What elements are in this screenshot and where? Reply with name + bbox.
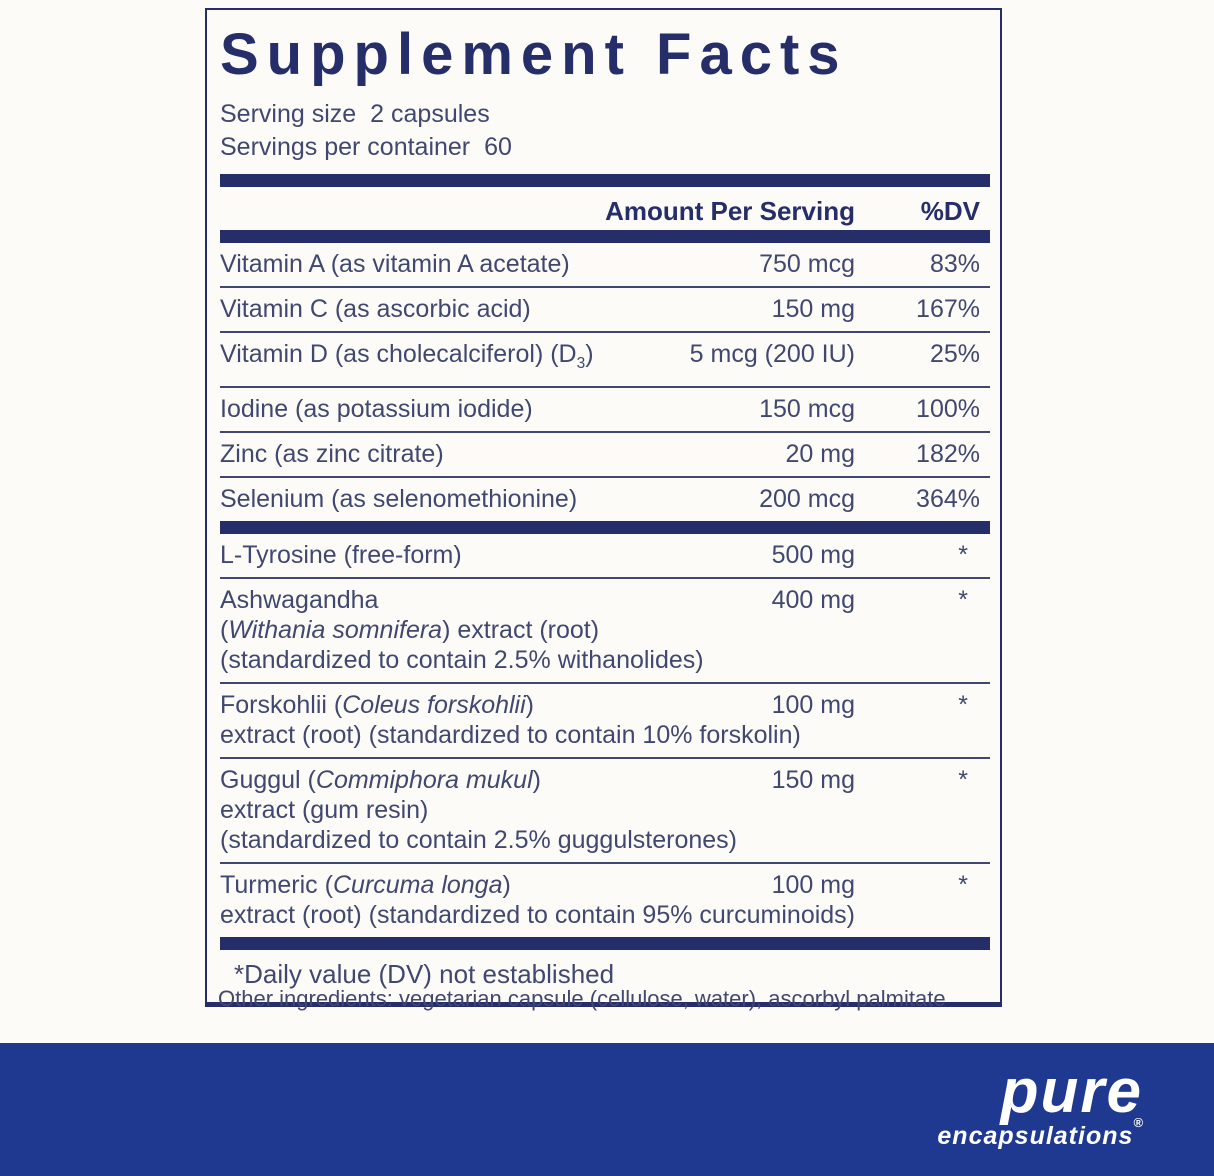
nutrient-amount: 20 mg: [785, 440, 855, 468]
servings-per-container-line: Servings per container 60: [220, 131, 990, 164]
dv-column-header: %DV: [920, 196, 980, 226]
supplement-facts-title: Supplement Facts: [220, 22, 848, 87]
nutrient-dv: *: [958, 691, 968, 719]
nutrient-row: Vitamin A (as vitamin A acetate) 750 mcg 8…: [220, 243, 990, 286]
nutrient-amount: 5 mcg (200 IU): [689, 340, 855, 368]
nutrient-dv: 364%: [916, 485, 980, 513]
nutrient-dv: *: [958, 586, 968, 614]
nutrient-row: Selenium (as selenomethionine) 200 mcg 364…: [220, 476, 990, 521]
nutrient-name: Vitamin C (as ascorbic acid): [220, 295, 531, 323]
table-header-row: Amount Per Serving %DV: [220, 187, 990, 230]
thick-divider-bar: [220, 521, 990, 534]
pure-encapsulations-logo: pure encapsulations®: [937, 1057, 1143, 1150]
nutrient-row: Turmeric (Curcuma longa) extract (root) (…: [220, 862, 990, 937]
nutrient-amount: 200 mcg: [759, 485, 855, 513]
serving-size-value: 2 capsules: [370, 100, 490, 128]
nutrient-name: Vitamin D (as cholecalciferol) (D3): [220, 340, 594, 372]
nutrient-amount: 150 mcg: [759, 395, 855, 423]
nutrient-amount: 750 mcg: [759, 250, 855, 278]
nutrient-row: Ashwagandha (Withania somnifera) extract …: [220, 577, 990, 682]
nutrient-name: Guggul (Commiphora mukul) extract (gum re…: [220, 766, 737, 854]
nutrient-name: Iodine (as potassium iodide): [220, 395, 533, 423]
amount-column-header: Amount Per Serving: [605, 196, 855, 226]
nutrient-dv: 25%: [929, 340, 980, 368]
nutrient-dv: *: [958, 871, 968, 899]
nutrient-name: Vitamin A (as vitamin A acetate): [220, 250, 570, 278]
nutrient-name: Selenium (as selenomethionine): [220, 485, 578, 513]
nutrient-dv: 100%: [916, 395, 980, 423]
nutrient-row: Zinc (as zinc citrate) 20 mg 182%: [220, 431, 990, 476]
brand-subname-line: encapsulations®: [937, 1116, 1143, 1150]
nutrient-amount: 100 mg: [771, 691, 855, 719]
thick-divider-bar: [220, 937, 990, 950]
nutrient-row: Iodine (as potassium iodide) 150 mcg 100%: [220, 386, 990, 431]
nutrient-table: Vitamin A (as vitamin A acetate) 750 mcg 8…: [220, 243, 990, 937]
nutrient-dv: *: [958, 766, 968, 794]
nutrient-dv: 167%: [916, 295, 980, 323]
nutrient-amount: 100 mg: [771, 871, 855, 899]
thick-divider-bar: [220, 230, 990, 243]
brand-name: pure: [1000, 1057, 1143, 1126]
nutrient-name: Zinc (as zinc citrate): [220, 440, 444, 468]
nutrient-name: Turmeric (Curcuma longa) extract (root) (…: [220, 871, 856, 929]
nutrient-row: Vitamin D (as cholecalciferol) (D3) 5 mcg…: [220, 331, 990, 386]
nutrient-name: L-Tyrosine (free-form): [220, 541, 462, 569]
serving-size-label: Serving size: [220, 100, 357, 128]
nutrient-row: L-Tyrosine (free-form) 500 mg *: [220, 534, 990, 577]
nutrient-row: Forskohlii (Coleus forskohlii) extract (r…: [220, 682, 990, 757]
other-ingredients: Other ingredients: vegetarian capsule (c…: [218, 986, 946, 1011]
nutrient-dv: 182%: [916, 440, 980, 468]
nutrient-name: Forskohlii (Coleus forskohlii) extract (r…: [220, 691, 801, 749]
nutrient-row: Vitamin C (as ascorbic acid) 150 mg 167%: [220, 286, 990, 331]
servings-per-container-value: 60: [484, 133, 512, 161]
nutrient-amount: 150 mg: [771, 295, 855, 323]
nutrient-dv: 83%: [929, 250, 980, 278]
brand-footer-band: pure encapsulations®: [0, 1043, 1214, 1176]
nutrient-amount: 400 mg: [771, 586, 855, 614]
serving-info: Serving size 2 capsules Servings per cont…: [220, 98, 990, 164]
nutrient-dv: *: [958, 541, 968, 569]
serving-size-line: Serving size 2 capsules: [220, 98, 990, 131]
nutrient-name: Ashwagandha (Withania somnifera) extract …: [220, 586, 704, 674]
registered-trademark-icon: ®: [1133, 1115, 1143, 1130]
brand-subname: encapsulations: [937, 1122, 1134, 1150]
servings-per-container-label: Servings per container: [220, 133, 471, 161]
thick-divider-bar: [220, 174, 990, 187]
nutrient-amount: 150 mg: [771, 766, 855, 794]
supplement-facts-panel: Supplement Facts Serving size 2 capsules …: [205, 8, 1002, 1007]
dv-footnote: *Daily value (DV) not established: [234, 959, 615, 989]
nutrient-row: Guggul (Commiphora mukul) extract (gum re…: [220, 757, 990, 862]
nutrient-amount: 500 mg: [771, 541, 855, 569]
